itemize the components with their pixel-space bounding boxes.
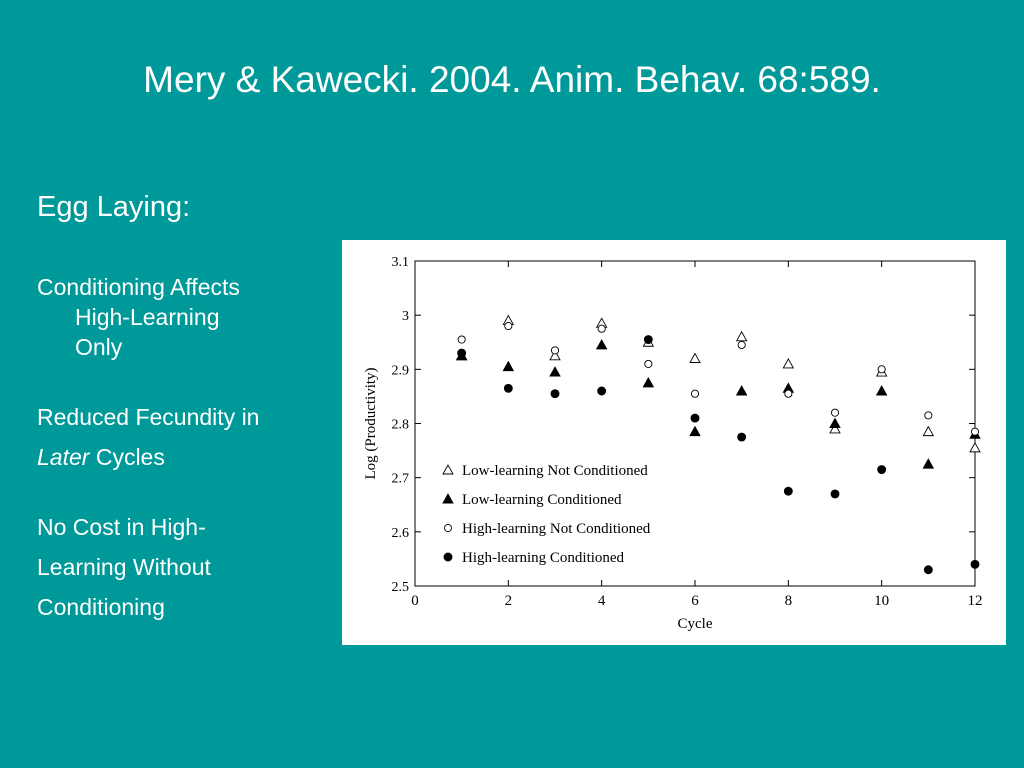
point-conditioning-line-1: Conditioning Affects <box>37 274 240 300</box>
data-point <box>457 348 467 358</box>
data-point <box>829 417 841 428</box>
data-point <box>877 465 887 474</box>
later-emphasis: Later <box>37 444 90 470</box>
legend-marker <box>442 493 454 504</box>
series-triangle-filled <box>455 339 981 469</box>
data-point <box>689 352 701 363</box>
data-point <box>690 389 700 398</box>
point-no-cost-line-1: No Cost in High- <box>37 514 206 540</box>
data-point <box>690 413 700 423</box>
x-tick-label: 0 <box>411 593 419 609</box>
x-tick-label: 4 <box>598 593 606 609</box>
y-tick-label: 2.8 <box>392 418 410 433</box>
section-heading: Egg Laying: <box>37 191 191 223</box>
data-point <box>643 335 653 344</box>
data-point <box>877 365 886 374</box>
point-no-cost-line-3: Conditioning <box>37 594 165 620</box>
legend-marker <box>443 552 453 562</box>
legend-marker <box>442 464 454 475</box>
data-point <box>737 340 746 350</box>
data-point <box>875 385 888 396</box>
point-conditioning: Conditioning Affects High-Learning Only <box>37 272 337 362</box>
productivity-chart: 0 2 4 6 8 10 12 2.5 2.6 2.7 2.8 2.9 3 3.1 Cycle Log (Pr… <box>363 255 983 632</box>
data-point <box>830 489 840 499</box>
data-point <box>924 411 933 420</box>
data-point <box>922 458 935 469</box>
legend-label: High-learning Conditioned <box>462 550 625 566</box>
series-triangle-open <box>455 314 981 453</box>
data-point <box>783 486 793 496</box>
legend-label: High-learning Not Conditioned <box>462 521 651 537</box>
slide-title: Mery & Kawecki. 2004. Anim. Behav. 68:58… <box>143 59 881 100</box>
y-tick-label: 2.7 <box>392 472 410 487</box>
data-point <box>969 441 981 453</box>
data-point <box>970 427 980 436</box>
x-axis-label: Cycle <box>678 616 713 632</box>
y-tick-label: 2.6 <box>392 526 410 541</box>
data-point <box>830 408 840 417</box>
data-point <box>597 386 607 396</box>
data-point <box>550 389 560 399</box>
legend-marker <box>443 523 453 533</box>
point-conditioning-line-3: Only <box>75 334 123 360</box>
legend-label: Low-learning Not Conditioned <box>462 463 648 479</box>
data-point <box>549 349 561 361</box>
y-tick-label: 3 <box>402 309 409 324</box>
data-point <box>784 389 793 398</box>
bullet-panel: Egg Laying: Conditioning Affects High-Le… <box>37 190 337 662</box>
x-tick-label: 6 <box>691 593 699 609</box>
legend-label: Low-learning Conditioned <box>462 492 622 508</box>
point-no-cost-line-2: Learning Without <box>37 554 211 580</box>
y-tick-label: 2.5 <box>392 580 410 595</box>
data-point <box>597 324 606 333</box>
point-no-cost: No Cost in High- Learning Without Condit… <box>37 512 337 622</box>
point-fecundity-line-2: Later Cycles <box>37 442 337 472</box>
data-point <box>923 565 933 575</box>
x-tick-label: 10 <box>874 593 889 609</box>
data-point <box>829 422 841 434</box>
plot-frame <box>414 260 976 587</box>
data-point <box>549 366 561 377</box>
data-point <box>644 359 653 368</box>
point-fecundity-line-2-rest: Cycles <box>89 444 165 470</box>
data-point <box>737 432 747 442</box>
x-tick-label: 8 <box>785 593 793 609</box>
chart-panel: 0 2 4 6 8 10 12 2.5 2.6 2.7 2.8 2.9 3 3.1 Cycle Log (Pr… <box>342 240 1006 645</box>
data-point <box>922 425 935 437</box>
data-point <box>782 357 795 369</box>
point-fecundity-line-1: Reduced Fecundity in <box>37 404 260 430</box>
y-tick-label: 2.9 <box>392 363 410 378</box>
data-point <box>970 559 980 569</box>
data-point <box>642 376 655 388</box>
data-point <box>503 383 513 393</box>
x-tick-label: 2 <box>505 593 513 609</box>
point-conditioning-line-2: High-Learning <box>75 304 220 330</box>
data-point <box>735 330 748 342</box>
data-point <box>689 425 701 437</box>
data-point <box>735 385 748 396</box>
data-point <box>502 360 515 372</box>
data-point <box>550 346 560 355</box>
series-circle-open <box>457 321 980 436</box>
point-fecundity: Reduced Fecundity in Later Cycles <box>37 402 337 472</box>
x-tick-label: 12 <box>968 593 983 609</box>
data-point <box>504 321 513 331</box>
series-circle-filled <box>457 335 980 575</box>
y-tick-label: 3.1 <box>392 255 410 270</box>
y-axis-label: Log (Productivity) <box>363 367 379 479</box>
data-point <box>457 335 466 344</box>
data-point <box>595 339 608 350</box>
